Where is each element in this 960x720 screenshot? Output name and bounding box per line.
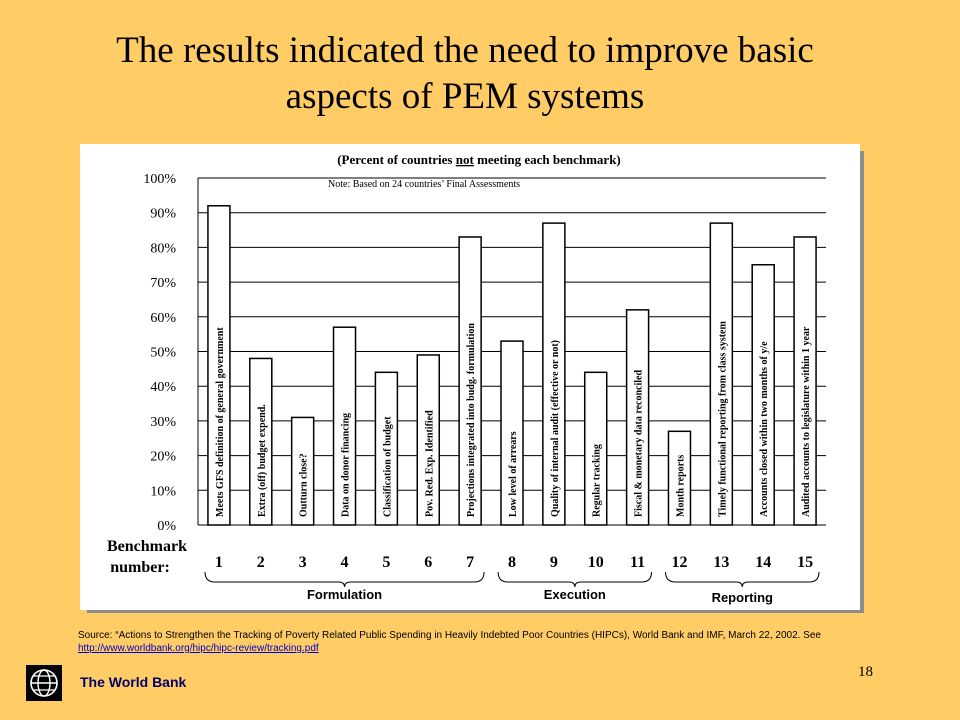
- x-tick-label: 8: [508, 554, 516, 571]
- y-tick-label: 30%: [150, 415, 176, 430]
- bar-label: Quality of internal audit (effective or …: [550, 340, 561, 517]
- slide-title-line-1: The results indicated the need to improv…: [116, 30, 814, 71]
- x-tick-label: 10: [588, 554, 604, 571]
- chart-note: Note: Based on 24 countries’ Final Asses…: [328, 179, 520, 190]
- source-note: Source: “Actions to Strengthen the Track…: [78, 629, 918, 655]
- x-tick-label: 15: [797, 554, 813, 571]
- org-name: The World Bank: [80, 674, 187, 690]
- bar-label: Month reports: [675, 455, 686, 517]
- bar: [416, 354, 441, 526]
- x-tick-label: 13: [713, 554, 729, 571]
- group-bracket: [665, 571, 820, 588]
- bar: [374, 371, 399, 526]
- bar: [625, 309, 650, 526]
- y-tick-label: 100%: [143, 172, 176, 187]
- y-tick-label: 50%: [150, 346, 176, 361]
- group-bracket: [497, 571, 653, 588]
- x-tick-label: 7: [466, 554, 474, 571]
- bar: [751, 264, 775, 526]
- x-tick-label: 6: [424, 554, 432, 571]
- bar-label: Outturn close?: [299, 453, 310, 517]
- bar-label: Projections integrated into budg. formul…: [466, 323, 477, 517]
- y-tick-label: 10%: [150, 484, 176, 499]
- world-bank-globe-icon: [26, 665, 62, 701]
- x-tick-label: 11: [630, 554, 645, 571]
- bar-label: Extra (off) budget expend.: [257, 404, 268, 517]
- x-axis-label-line-1: Benchmark: [107, 538, 187, 555]
- x-tick-label: 3: [299, 554, 307, 571]
- group-label: Execution: [544, 587, 606, 602]
- group-label: Reporting: [712, 590, 773, 605]
- source-link[interactable]: http://www.worldbank.org/hipc/hipc-revie…: [78, 643, 319, 654]
- bar-label: Timely functional reporting from class s…: [717, 321, 728, 517]
- x-tick-label: 4: [341, 554, 349, 571]
- bar: [583, 371, 608, 526]
- source-text: Source: “Actions to Strengthen the Track…: [78, 630, 821, 641]
- y-tick-label: 70%: [150, 276, 176, 291]
- bar: [249, 357, 273, 526]
- bar-label: Data on donor financing: [341, 413, 352, 517]
- x-tick-label: 5: [382, 554, 390, 571]
- y-tick-label: 80%: [150, 241, 176, 256]
- slide-title-line-2: aspects of PEM systems: [285, 76, 645, 117]
- bar: [290, 416, 315, 526]
- bar-label: Pov. Red. Exp. Identified: [424, 410, 435, 517]
- group-label: Formulation: [307, 587, 382, 602]
- y-tick-label: 90%: [150, 207, 176, 222]
- bar-label: Accounts closed within two months of y/e: [759, 341, 770, 517]
- bar: [500, 340, 524, 526]
- y-tick-label: 60%: [150, 311, 176, 326]
- bar: [542, 222, 566, 526]
- x-tick-label: 2: [257, 554, 265, 571]
- y-tick-label: 20%: [150, 450, 176, 465]
- bar-label: Meets GFS definition of general governme…: [215, 327, 226, 517]
- bar-label: Classification of budget: [382, 416, 393, 517]
- bar-label: Audited accounts to legislature within 1…: [801, 326, 812, 517]
- x-tick-label: 12: [671, 554, 687, 571]
- chart-title: (Percent of countries not meeting each b…: [337, 152, 621, 167]
- y-tick-label: 40%: [150, 380, 176, 395]
- x-tick-label: 9: [550, 554, 558, 571]
- x-tick-label: 1: [215, 554, 223, 571]
- y-tick-label: 0%: [157, 519, 176, 534]
- bar: [667, 430, 692, 526]
- bar: [793, 236, 817, 526]
- bar: [458, 236, 482, 526]
- bar-label: Regular tracking: [592, 444, 603, 517]
- bar-label: Low level of arrears: [508, 431, 519, 517]
- bar: [709, 222, 734, 526]
- bar-label: Fiscal & monetary data reconciled: [634, 370, 645, 517]
- page-number: 18: [858, 664, 873, 680]
- x-tick-label: 14: [755, 554, 771, 571]
- group-bracket: [204, 571, 485, 588]
- bar: [207, 205, 231, 526]
- x-axis-label-line-2: number:: [110, 559, 170, 576]
- slide-title: The results indicated the need to improv…: [0, 28, 930, 120]
- bar: [332, 326, 357, 526]
